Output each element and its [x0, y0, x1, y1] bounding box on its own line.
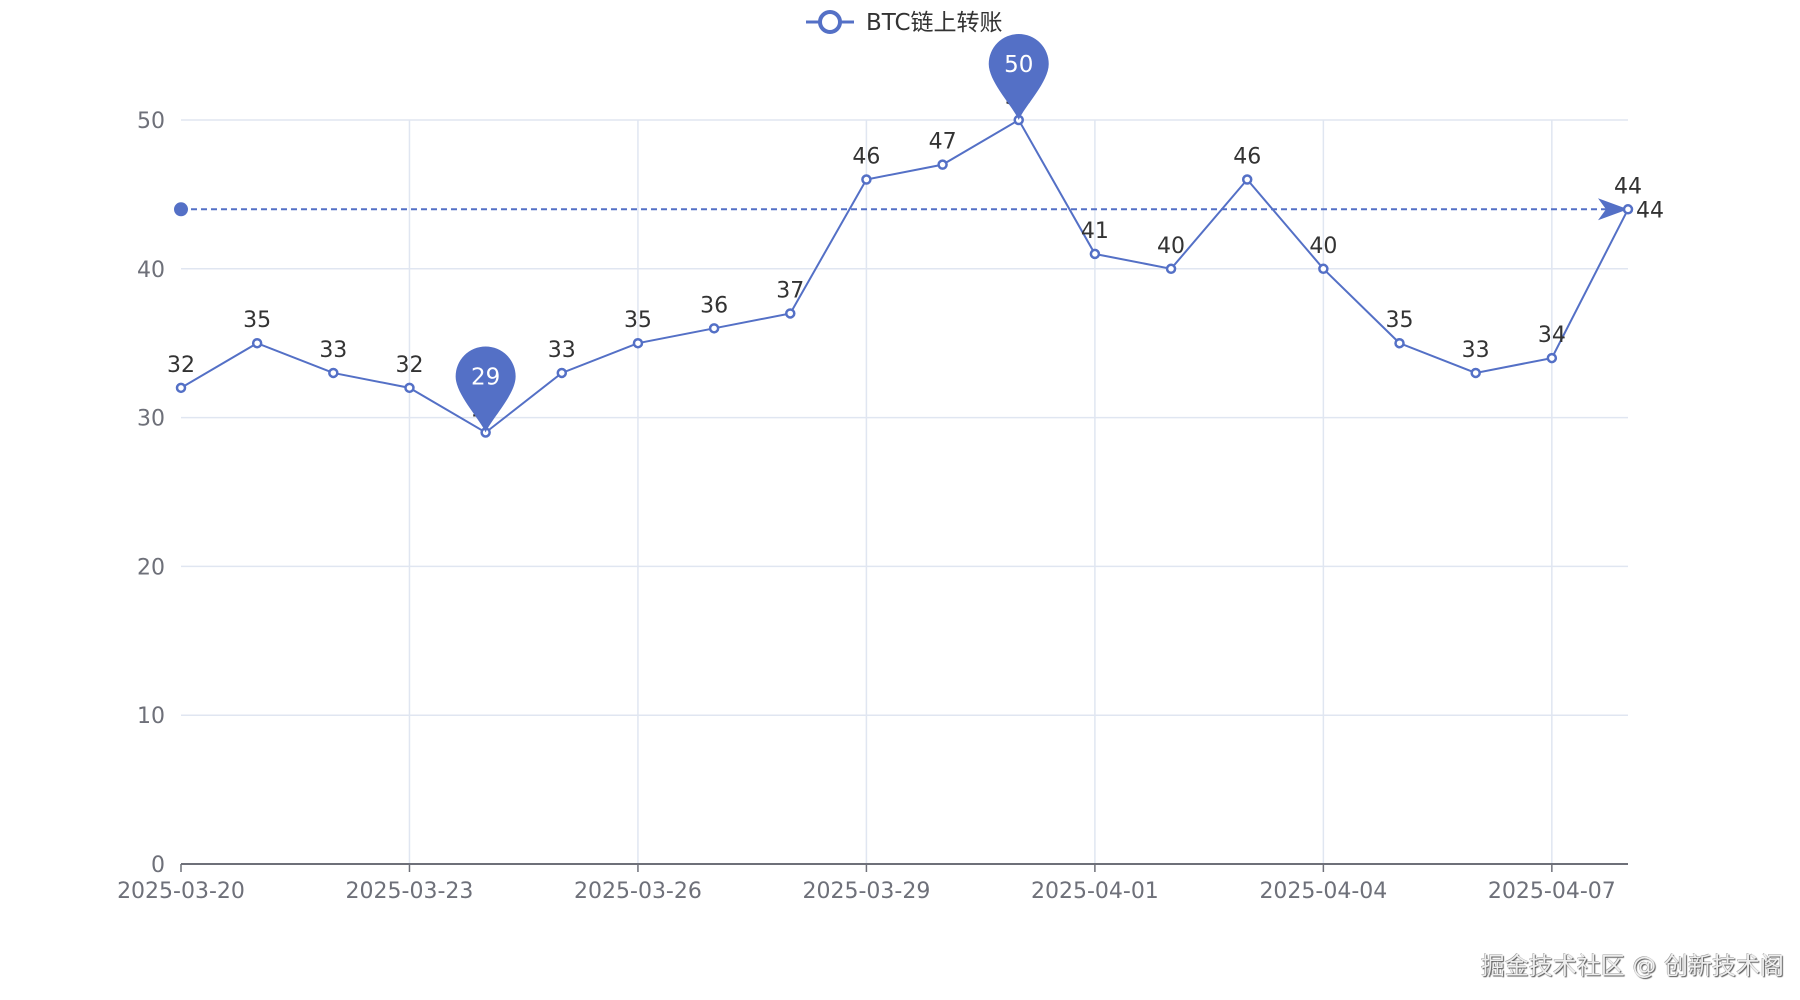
y-tick-label: 40 [137, 258, 165, 283]
data-label: 37 [776, 278, 804, 303]
data-label: 35 [624, 308, 652, 333]
x-tick-label: 2025-04-04 [1259, 879, 1387, 904]
data-point [1546, 352, 1558, 364]
x-tick-label: 2025-03-23 [346, 879, 474, 904]
data-label: 36 [700, 293, 728, 318]
data-label: 46 [852, 145, 880, 170]
data-point [1622, 204, 1634, 215]
data-label: 33 [319, 338, 347, 363]
data-point [785, 308, 796, 319]
x-tick-label: 2025-04-07 [1488, 879, 1616, 904]
data-label: 41 [1081, 219, 1109, 244]
data-label: 32 [395, 353, 423, 378]
data-point [251, 337, 263, 349]
y-tick-label: 0 [151, 853, 165, 878]
data-label: 35 [243, 308, 271, 333]
mark-point-pin-icon [455, 346, 516, 433]
legend-label: BTC链上转账 [866, 10, 1003, 36]
mark-point-pin-icon [988, 34, 1049, 121]
data-point [1165, 263, 1177, 275]
data-label: 33 [1462, 338, 1490, 363]
mark-line-start-dot [174, 202, 188, 217]
data-point [1470, 367, 1481, 379]
y-tick-label: 30 [137, 407, 165, 432]
data-label: 35 [1386, 308, 1414, 333]
x-tick-label: 2025-04-01 [1031, 879, 1159, 904]
data-point [556, 367, 568, 379]
data-label: 34 [1538, 323, 1566, 348]
data-point [328, 367, 339, 379]
mark-point-label: 29 [471, 364, 500, 390]
data-label: 44 [1614, 174, 1642, 199]
watermark: 掘金技术社区 @ 创新技术阁 [1480, 952, 1784, 980]
data-point [708, 323, 720, 334]
data-label: 32 [167, 353, 195, 378]
y-tick-label: 50 [137, 109, 165, 134]
data-label: 46 [1233, 145, 1261, 170]
y-tick-label: 20 [137, 555, 165, 580]
data-label: 47 [929, 130, 957, 155]
legend-circle-icon [818, 10, 842, 34]
data-point [1089, 248, 1101, 260]
data-label: 40 [1309, 234, 1337, 259]
x-tick-label: 2025-03-26 [574, 879, 702, 904]
data-point [404, 382, 415, 394]
mark-line-label: 44 [1636, 198, 1664, 223]
mark-point-label: 50 [1004, 52, 1033, 78]
x-tick-label: 2025-03-20 [117, 879, 245, 904]
mark-line-arrow-icon [1598, 198, 1628, 221]
y-tick-label: 10 [137, 704, 165, 729]
data-point [1241, 174, 1253, 185]
data-point [175, 382, 187, 394]
series-line [180, 118, 1629, 434]
data-point [861, 174, 872, 185]
data-point [632, 337, 644, 349]
data-label: 40 [1157, 234, 1185, 259]
data-point [1318, 263, 1329, 275]
data-point [937, 159, 948, 170]
x-tick-label: 2025-03-29 [802, 879, 930, 904]
data-label: 33 [548, 338, 576, 363]
data-point [1394, 337, 1405, 349]
